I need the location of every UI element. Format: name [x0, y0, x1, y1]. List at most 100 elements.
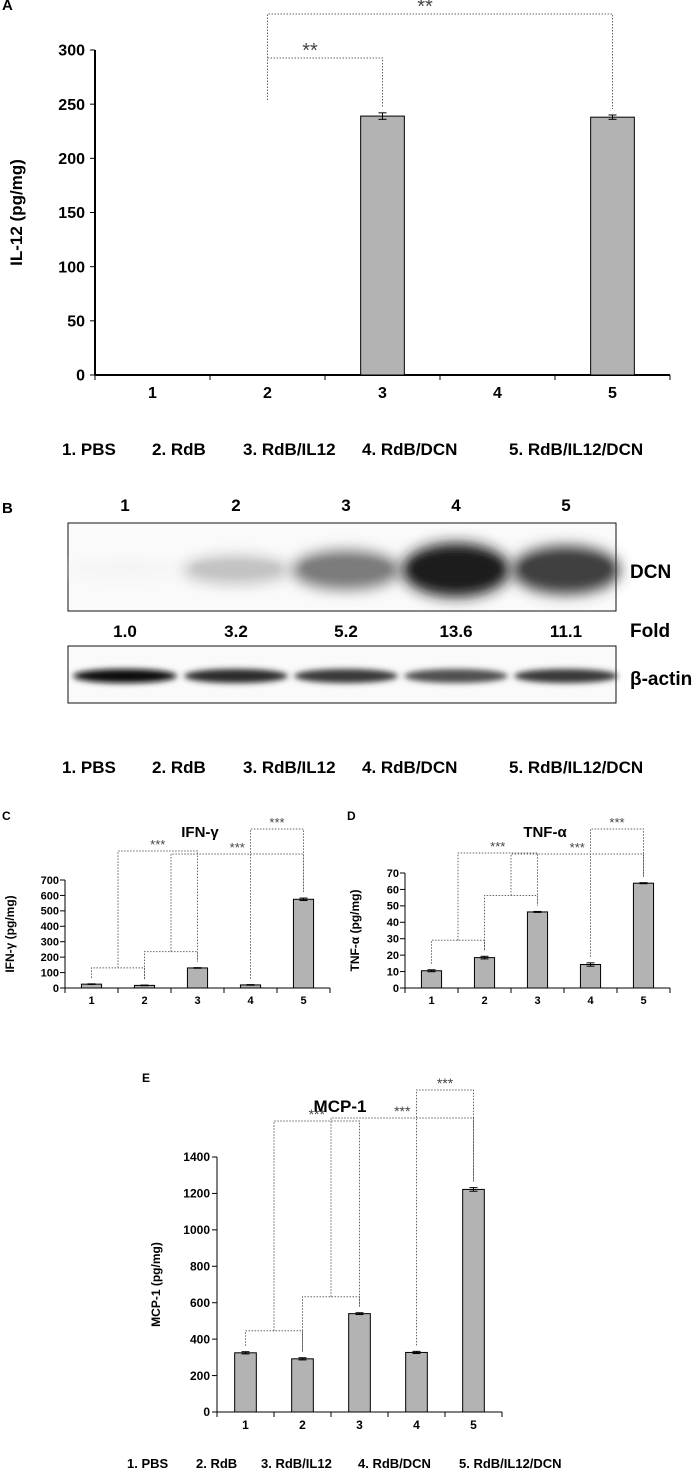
- y-tick-label: 500: [41, 906, 59, 918]
- panel-label-b: B: [2, 500, 13, 517]
- legend-item-3: 3. RdB/IL12: [261, 1456, 332, 1471]
- x-tick-label: 3: [194, 995, 200, 1007]
- x-tick-label: 3: [378, 385, 387, 402]
- legend-item-2: 2. RdB: [152, 758, 206, 777]
- y-tick-label: 400: [41, 921, 59, 933]
- actin-band: [73, 669, 177, 683]
- significance-bracket-group: [144, 951, 198, 980]
- significance-label: ***: [150, 837, 165, 852]
- actin-band: [514, 669, 618, 683]
- x-tick-label: 2: [481, 995, 487, 1007]
- significance-bracket: [330, 1117, 474, 1297]
- y-tick-label: 300: [41, 937, 59, 949]
- dcn-band-core: [81, 563, 169, 573]
- significance-label: ***: [609, 815, 624, 830]
- legend-item-1: 1. PBS: [127, 1456, 169, 1471]
- bar: [292, 898, 315, 989]
- x-tick-label: 1: [88, 995, 94, 1007]
- y-tick-label: 0: [76, 368, 85, 385]
- legend-item-4: 4. RdB/DCN: [362, 440, 458, 459]
- actin-band: [184, 669, 288, 683]
- significance-label: ***: [490, 839, 505, 854]
- x-tick-label: 3: [356, 1418, 363, 1432]
- legend-item-4: 4. RdB/DCN: [362, 758, 458, 777]
- panel-label-d: D: [347, 809, 356, 823]
- significance-bracket: [267, 13, 613, 109]
- chart-title: TNF-α: [523, 824, 567, 841]
- x-tick-label: 1: [242, 1418, 249, 1432]
- bar: [632, 882, 655, 989]
- x-tick-label: 2: [299, 1418, 306, 1432]
- fold-value-5: 11.1: [550, 622, 582, 641]
- x-tick-label: 4: [413, 1418, 420, 1432]
- dcn-band-core: [522, 556, 610, 580]
- actin-bands: [73, 669, 618, 683]
- fold-value-3: 5.2: [334, 622, 358, 641]
- y-tick-label: 1200: [183, 1187, 210, 1201]
- bar: [462, 1188, 485, 1413]
- bar: [420, 970, 443, 989]
- y-tick-label: 30: [387, 934, 399, 946]
- panel-label-e: E: [142, 1071, 151, 1085]
- significance-bracket-group: [302, 1296, 360, 1352]
- legend-item-3: 3. RdB/IL12: [243, 440, 336, 459]
- bar: [348, 1313, 371, 1413]
- significance-label: **: [302, 40, 318, 62]
- blot-lane-label-4: 4: [451, 496, 461, 515]
- actin-band: [294, 669, 398, 683]
- significance-bracket-group: [484, 894, 538, 951]
- chart-d-tnf-alpha: TNF-α TNF-α (pg/mg) 0 10 20 30 40 50 60 70 1 2 3 4 5 **…: [348, 815, 671, 1007]
- x-tick-label: 5: [640, 995, 646, 1007]
- y-tick-label: 0: [203, 1405, 210, 1419]
- x-tick-label: 1: [428, 995, 434, 1007]
- significance-bracket: [273, 1120, 360, 1331]
- dcn-band-core: [412, 554, 500, 582]
- legend-item-2: 2. RdB: [196, 1456, 238, 1471]
- chart-e-mcp1: MCP-1 MCP-1 (pg/mg) 0 200 400 600 800 1000 1200 1…: [149, 1075, 503, 1432]
- panel-label-a: A: [2, 0, 13, 14]
- y-tick-label: 700: [41, 875, 59, 887]
- legend-item-5: 5. RdB/IL12/DCN: [509, 758, 644, 777]
- y-tick-label: 600: [41, 890, 59, 902]
- legend-item-3: 3. RdB/IL12: [243, 758, 336, 777]
- y-tick-label: 0: [393, 983, 399, 995]
- y-tick-label: 20: [387, 950, 399, 962]
- legend-item-1: 1. PBS: [62, 758, 116, 777]
- blot-lane-label-1: 1: [120, 496, 129, 515]
- significance-label: ***: [269, 815, 284, 830]
- fold-value-4: 13.6: [439, 622, 472, 641]
- y-tick-label: 100: [41, 967, 59, 979]
- legend-item-5: 5. RdB/IL12/DCN: [509, 440, 644, 459]
- y-tick-label: 40: [387, 917, 399, 929]
- x-tick-label: 5: [470, 1418, 477, 1432]
- y-axis-label: IL-12 (pg/mg): [7, 159, 26, 266]
- y-tick-label: 200: [58, 151, 85, 168]
- x-tick-label: 5: [300, 995, 306, 1007]
- significance-label: ***: [230, 840, 245, 855]
- significance-label: ***: [394, 1103, 411, 1119]
- y-axis-label: MCP-1 (pg/mg): [149, 1242, 163, 1327]
- x-tick-label: 5: [608, 385, 617, 402]
- significance-bracket: [510, 853, 644, 896]
- y-tick-label: 150: [58, 205, 85, 222]
- legend-item-1: 1. PBS: [62, 440, 116, 459]
- actin-band: [404, 669, 508, 683]
- y-tick-label: 70: [387, 868, 399, 880]
- bar: [360, 115, 405, 376]
- x-tick-label: 3: [534, 995, 540, 1007]
- y-tick-label: 250: [58, 97, 85, 114]
- legend-item-2: 2. RdB: [152, 440, 206, 459]
- bar: [590, 116, 635, 376]
- x-tick-label: 2: [141, 995, 147, 1007]
- x-tick-label: 4: [247, 995, 254, 1007]
- bar: [405, 1351, 428, 1413]
- y-axis-label: TNF-α (pg/mg): [348, 889, 362, 971]
- significance-bracket: [117, 850, 198, 968]
- y-tick-label: 600: [190, 1296, 210, 1310]
- y-tick-label: 50: [67, 313, 85, 330]
- bar: [526, 911, 549, 989]
- dcn-bands: [71, 542, 620, 598]
- bar: [473, 957, 496, 989]
- fold-value-1: 1.0: [113, 622, 137, 641]
- y-tick-label: 10: [387, 966, 399, 978]
